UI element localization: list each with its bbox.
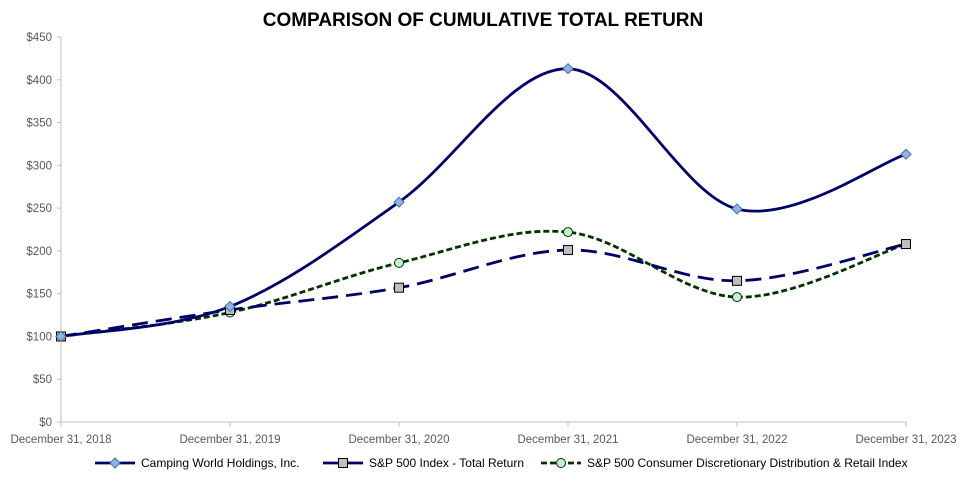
y-tick-label: $50 [33,374,52,386]
series-2-point [394,282,404,293]
series-1-point [900,148,912,160]
x-tick-label: December 31, 2021 [517,434,618,446]
series-2-point [901,239,911,250]
y-tick-label: $300 [26,160,52,172]
y-tick-label: $400 [26,75,52,87]
series-1-point [393,196,405,208]
legend-label-3: S&P 500 Consumer Discretionary Distribut… [587,456,908,470]
series-3-point [563,227,573,238]
x-tick-label: December 31, 2019 [179,434,280,446]
legend-swatch-marker-1 [109,457,121,469]
series-2-point [732,275,742,286]
series-3-point [732,292,742,303]
y-tick-label: $450 [26,32,52,44]
y-tick-label: $100 [26,331,52,343]
legend-swatch-marker-3 [556,458,566,468]
series-1-point [224,300,236,313]
y-tick-label: $0 [39,417,52,429]
series-line-2 [60,242,907,338]
series-1-point [562,62,574,75]
series-1-point [55,330,67,343]
chart-title: COMPARISON OF CUMULATIVE TOTAL RETURN [262,10,704,31]
legend-label-1: Camping World Holdings, Inc. [141,456,300,470]
series-1-point [731,203,743,215]
x-tick-label: December 31, 2022 [686,434,787,446]
y-tick-label: $150 [26,289,52,301]
x-tick-label: December 31, 2023 [855,434,956,446]
y-tick-label: $350 [26,118,52,130]
y-tick-label: $250 [26,203,52,215]
x-tick-label: December 31, 2018 [10,434,111,446]
legend-swatch-marker-2 [338,458,348,468]
series-2-point [563,245,573,256]
legend-label-2: S&P 500 Index - Total Return [369,456,524,470]
series-line-1 [60,67,907,338]
series-line-3 [60,229,907,338]
y-tick-label: $200 [26,246,52,258]
series-3-point [394,257,404,268]
x-tick-label: December 31, 2020 [348,434,449,446]
